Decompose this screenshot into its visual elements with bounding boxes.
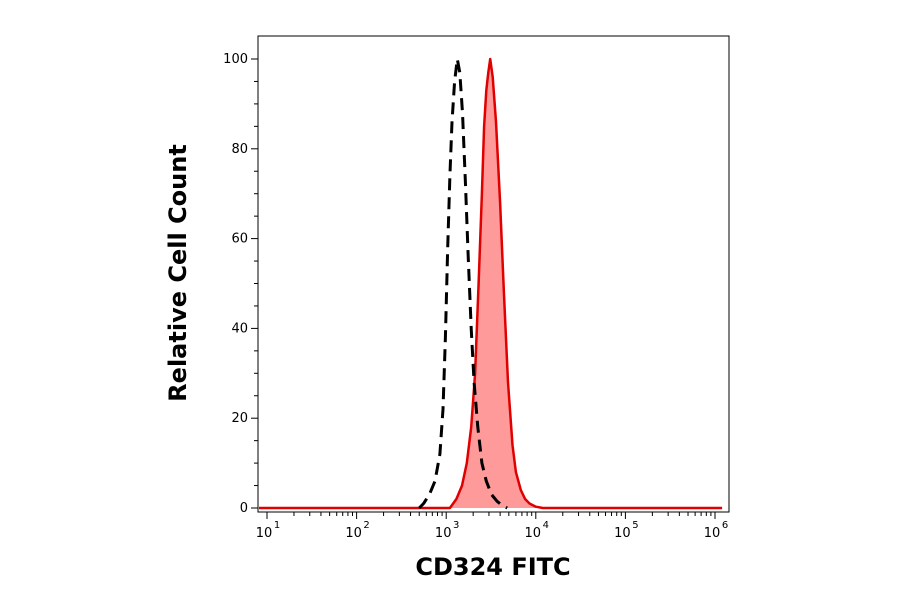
x-tick-exponent: 1 [274, 520, 280, 531]
series-layer [259, 57, 723, 510]
y-axis: 0 20 40 60 80 100 [223, 52, 258, 516]
x-tick-label: 10 [345, 526, 362, 541]
x-tick-label: 10 [256, 526, 273, 541]
y-axis-title: Relative Cell Count [164, 144, 192, 402]
plot-frame [257, 35, 730, 513]
x-tick-exponent: 2 [363, 520, 369, 531]
series-0-area [259, 59, 723, 508]
x-tick-label: 10 [704, 526, 721, 541]
series-0-line [259, 57, 723, 510]
y-tick-label: 20 [231, 411, 248, 426]
series-1-line [418, 57, 508, 510]
x-axis-title: CD324 FITC [415, 553, 570, 581]
y-tick-label: 40 [231, 321, 248, 336]
x-tick-exponent: 6 [722, 520, 728, 531]
x-tick-label: 10 [614, 526, 631, 541]
x-tick-label: 10 [435, 526, 452, 541]
x-tick-exponent: 5 [632, 520, 638, 531]
x-tick-exponent: 4 [543, 520, 549, 531]
x-tick-exponent: 3 [453, 520, 459, 531]
y-tick-label: 100 [223, 52, 248, 67]
y-tick-label: 60 [231, 232, 248, 247]
x-tick-label: 10 [525, 526, 542, 541]
y-tick-label: 80 [231, 142, 248, 157]
y-tick-label: 0 [240, 501, 248, 516]
